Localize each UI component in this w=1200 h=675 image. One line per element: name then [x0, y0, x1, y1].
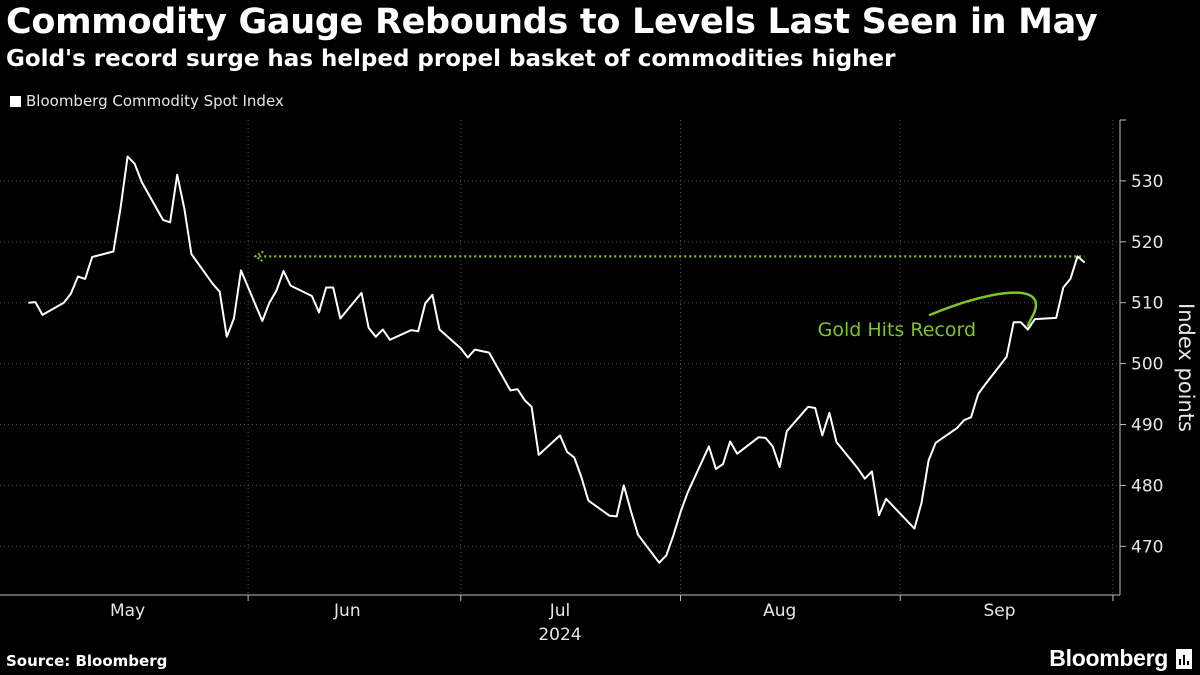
y-tick-label: 490 — [1131, 415, 1163, 435]
legend: Bloomberg Commodity Spot Index — [10, 92, 284, 110]
y-tick-label: 480 — [1131, 476, 1163, 496]
legend-swatch — [10, 95, 21, 107]
y-tick-label: 500 — [1131, 355, 1163, 375]
x-tick-label: Aug — [763, 601, 796, 621]
annotation-label: Gold Hits Record — [818, 319, 976, 341]
y-axis-title: Index points — [1174, 303, 1198, 432]
y-tick-label: 520 — [1131, 233, 1163, 253]
brand-name: Bloomberg — [1049, 645, 1168, 671]
series-line — [28, 155, 1086, 564]
bloomberg-mark-icon — [1176, 648, 1192, 669]
x-tick-label: Jul — [549, 601, 571, 621]
source-note: Source: Bloomberg — [6, 652, 168, 670]
y-tick-label: 470 — [1131, 537, 1163, 557]
reference-arrow-icon — [253, 250, 264, 263]
chart-title: Commodity Gauge Rebounds to Levels Last … — [6, 2, 1098, 42]
x-tick-label: Sep — [983, 601, 1015, 621]
legend-label: Bloomberg Commodity Spot Index — [26, 92, 284, 110]
y-tick-label: 510 — [1131, 294, 1163, 314]
y-tick-label: 530 — [1131, 172, 1163, 192]
chart-subtitle: Gold's record surge has helped propel ba… — [6, 46, 896, 72]
annotation-connector — [928, 291, 1038, 327]
brand-logo: Bloomberg — [1049, 645, 1192, 672]
x-tick-label: Jun — [333, 601, 361, 621]
x-tick-label: May — [110, 601, 145, 621]
x-year-label: 2024 — [538, 625, 581, 645]
